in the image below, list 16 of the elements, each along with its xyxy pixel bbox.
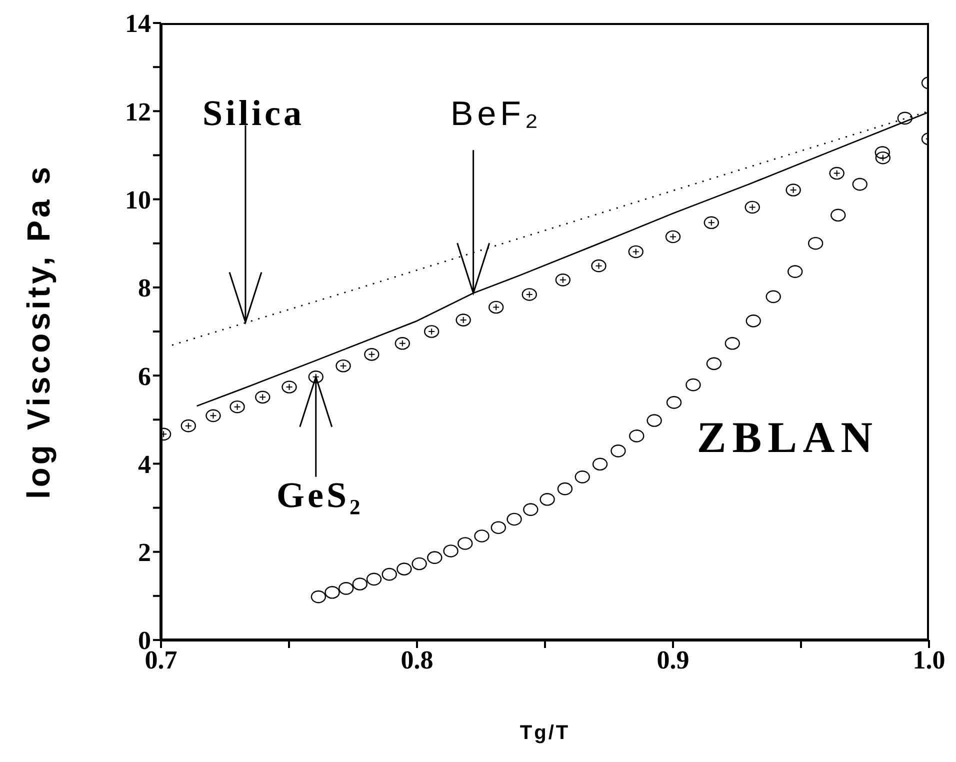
y-tick-label: 12 [125,97,151,126]
y-axis-title: log Viscosity, Pa s [20,164,56,500]
y-tick-label: 4 [138,450,151,479]
y-tick-label: 2 [138,538,151,568]
y-tick-label: 6 [138,362,151,391]
x-tick-label: 1.0 [912,645,946,674]
annotation: Silica [202,93,304,134]
y-tick-label: 14 [125,9,151,38]
annotation: BeF₂ [450,95,542,134]
y-tick-label: 8 [138,274,151,303]
x-axis-title: Tg/T [520,722,570,744]
x-tick-label: 0.9 [656,645,690,674]
annotation: GeS₂ [276,474,364,515]
y-tick-label: 10 [125,186,151,215]
x-tick-label: 0.8 [400,645,434,674]
annotation: ZBLAN [696,412,878,462]
